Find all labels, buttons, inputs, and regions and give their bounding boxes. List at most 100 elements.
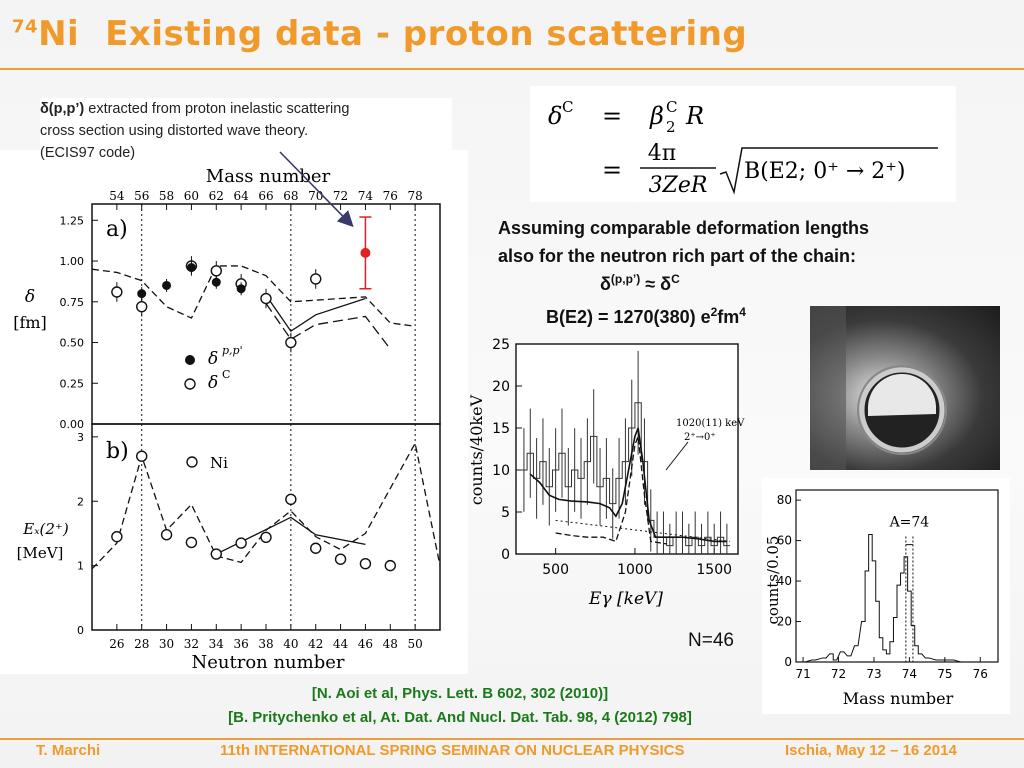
left-figure-bg xyxy=(0,150,468,674)
ni74-point xyxy=(360,247,371,258)
legend-ni-label: Ni xyxy=(210,454,228,472)
spectrum-ytick-label: 15 xyxy=(492,421,510,437)
top-tick-label: 78 xyxy=(408,189,423,203)
a-filled-point xyxy=(211,277,221,287)
mass-xlabel: Mass number xyxy=(843,689,954,708)
formula-svg: δ C = β C 2 R = 4π 3ZeR B(E2; 0⁺ → 2⁺) xyxy=(548,98,938,198)
title-text: Existing data - proton scattering xyxy=(105,14,748,54)
b-open-point xyxy=(384,559,396,572)
top-tick-label: 62 xyxy=(209,189,224,203)
approx-lhs-sup: (p,p’) xyxy=(610,272,641,286)
spectrum-ytick-label: 20 xyxy=(492,379,510,395)
mass-xtick-label: 71 xyxy=(795,667,810,681)
pointer-arrow xyxy=(279,151,354,228)
assumption-line2: also for the neutron rich part of the ch… xyxy=(498,246,857,266)
b-xtick-label: 28 xyxy=(134,637,149,651)
b-open-point xyxy=(359,557,372,570)
reference-1[interactable]: [N. Aoi et al, Phys. Lett. B 602, 302 (2… xyxy=(311,685,609,702)
b-xlabel: Neutron number xyxy=(191,652,344,673)
a-open-point xyxy=(285,336,297,349)
mass-ytick-label: 40 xyxy=(777,574,792,588)
title-element: Ni xyxy=(38,14,80,54)
formula-lhs: δ xyxy=(548,102,562,130)
detector-photo-svg xyxy=(810,306,947,470)
a-ytick-label: 0.25 xyxy=(60,377,85,390)
top-tick-label: 68 xyxy=(283,189,298,203)
spectrum-xlabel: Eγ [keV] xyxy=(588,589,663,609)
b-xtick-label: 40 xyxy=(283,637,298,651)
mass-xtick-label: 73 xyxy=(866,667,881,681)
a-open-point xyxy=(310,273,322,285)
be2-sup1: 2 xyxy=(710,305,718,319)
footer-event: 11th INTERNATIONAL SPRING SEMINAR ON NUC… xyxy=(220,742,685,759)
spectrum-fit xyxy=(529,427,727,543)
legend-filled-sup: p,p' xyxy=(222,344,243,357)
a-ylabel-symbol: δ xyxy=(25,287,35,307)
spectrum-ytick-label: 10 xyxy=(492,463,510,479)
b-xtick-label: 34 xyxy=(209,637,225,651)
top-tick-label: 64 xyxy=(234,189,250,203)
intro-line2: cross section using distorted wave theor… xyxy=(40,123,309,139)
photo-ring xyxy=(857,365,947,455)
top-tick-label: 58 xyxy=(159,189,174,203)
b-open-point xyxy=(136,450,148,462)
a-filled-point xyxy=(236,284,246,294)
b-xtick-label: 42 xyxy=(308,637,323,651)
mass-histogram xyxy=(801,534,983,663)
mass-frame xyxy=(795,489,999,663)
formula-frac-num: 4π xyxy=(648,141,676,166)
b-xtick-label: 36 xyxy=(234,637,249,651)
reference-2[interactable]: [B. Pritychenko et al, At. Dat. And Nucl… xyxy=(228,709,692,726)
approx-symbol: ≈ xyxy=(645,274,656,294)
a-open-point xyxy=(210,265,222,277)
photo-edge xyxy=(810,306,846,470)
b-dashed-line xyxy=(91,441,441,570)
formula-box: δ C = β C 2 R = 4π 3ZeR B(E2; 0⁺ → 2⁺) xyxy=(530,86,956,202)
formula-eq2: = xyxy=(602,156,622,184)
a-dashed-line-2 xyxy=(265,303,391,350)
spectrum-ytick-label: 5 xyxy=(501,505,510,521)
title-divider xyxy=(0,68,1024,70)
b-open-point xyxy=(310,542,322,554)
intro-bold: δ(p,p’) xyxy=(40,101,85,117)
b-ytick-label: 2 xyxy=(77,495,84,508)
top-tick-label: 54 xyxy=(109,189,125,203)
formula-beta-sup: C xyxy=(666,98,677,116)
footer-author: T. Marchi xyxy=(36,742,101,759)
formula-beta: β xyxy=(649,102,664,130)
b-ytick-label: 3 xyxy=(77,431,84,444)
panel-a-frame xyxy=(91,203,441,425)
legend-filled-symbol xyxy=(185,355,195,365)
legend-filled-label: δ xyxy=(208,349,218,369)
formula-lhs-sup: C xyxy=(562,98,573,116)
top-tick-label: 74 xyxy=(358,189,374,203)
mass-annotation: A=74 xyxy=(889,514,930,530)
legend-open-label: δ xyxy=(208,373,218,393)
assumption-text: Assuming comparable deformation lengths … xyxy=(498,214,968,270)
spectrum-xtick-label: 1000 xyxy=(617,562,653,578)
approx-relation: δ(p,p’) ≈ δC xyxy=(600,272,680,295)
mass-xtick-label: 76 xyxy=(973,667,988,681)
b-xtick-label: 38 xyxy=(258,637,273,651)
top-tick-label: 76 xyxy=(383,189,398,203)
spectrum-frame xyxy=(515,343,739,555)
spectrum-ylabel: counts/40keV xyxy=(467,394,486,505)
legend-open-sup: C xyxy=(222,368,230,381)
a-ytick-label: 0.75 xyxy=(60,296,85,309)
approx-rhs-sup: C xyxy=(671,272,680,286)
top-tick-label: 66 xyxy=(258,189,273,203)
mass-ytick-label: 60 xyxy=(777,534,792,548)
formula-frac-den: 3ZeR xyxy=(649,173,708,198)
mass-histogram-chart: 0 20 40 60 80 71 72 73 74 75 76 Mass number counts/0… xyxy=(762,478,1010,714)
spectrum-xtick-label: 1500 xyxy=(696,562,732,578)
gamma-spectrum-chart: 0 5 10 15 20 25 500 1000 1500 Eγ [keV] counts/40ke… xyxy=(467,337,745,609)
b-xtick-label: 32 xyxy=(184,637,199,651)
b-ylabel-unit: [MeV] xyxy=(17,544,64,562)
panel-b-label: b) xyxy=(106,439,129,464)
b-open-point xyxy=(235,537,247,549)
intro-text: δ(p,p’) extracted from proton inelastic … xyxy=(40,98,452,164)
b-open-point xyxy=(285,493,297,506)
a-open-point xyxy=(136,300,148,313)
spectrum-ytick-label: 25 xyxy=(492,337,510,353)
mass-xtick-label: 75 xyxy=(937,667,952,681)
